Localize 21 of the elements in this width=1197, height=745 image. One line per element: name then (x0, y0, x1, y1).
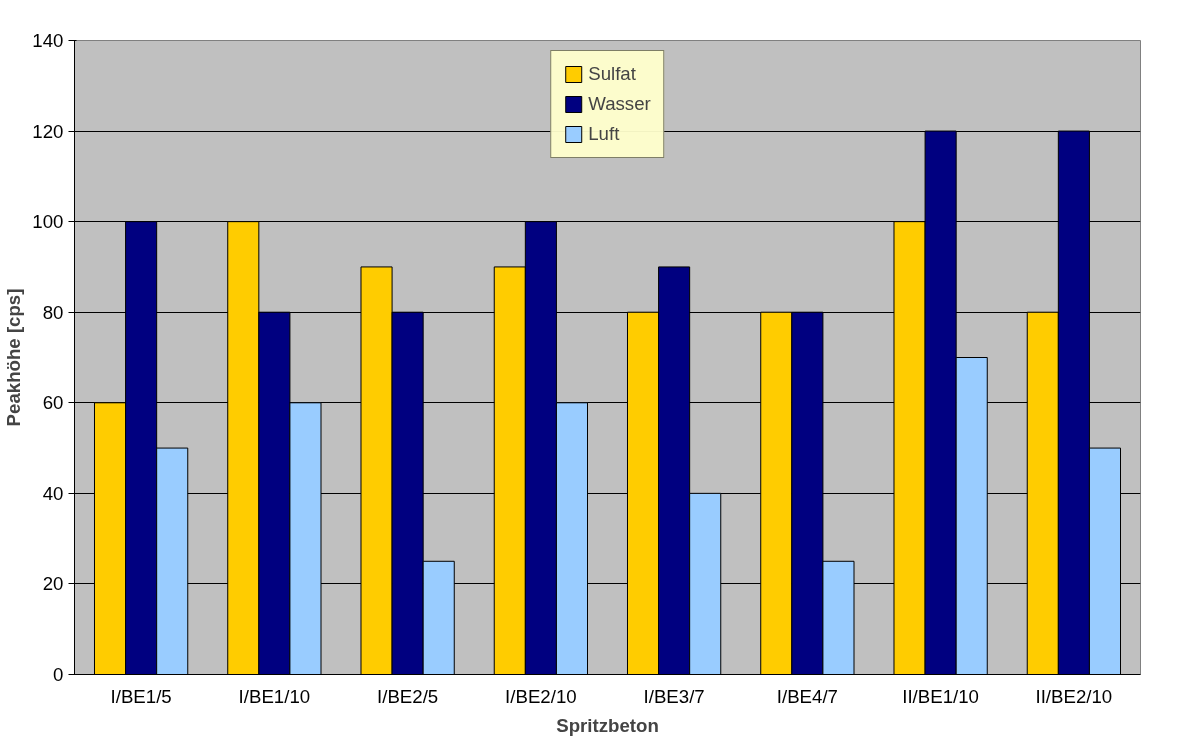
y-axis-title: Peakhöhe [cps] (3, 288, 25, 427)
x-tick-label: I/BE4/7 (776, 685, 838, 707)
legend-label: Luft (588, 123, 620, 145)
y-tick-label: 120 (32, 120, 64, 142)
legend-label: Sulfat (588, 63, 636, 85)
x-tick-label: II/BE1/10 (902, 685, 979, 707)
x-tick-label: I/BE2/10 (505, 685, 577, 707)
legend-label: Wasser (588, 93, 651, 115)
y-tick-label: 0 (53, 664, 64, 685)
y-tick-label: 100 (32, 211, 64, 233)
x-tick-label: I/BE1/10 (238, 685, 311, 707)
y-tick-label: 80 (42, 301, 64, 323)
y-tick-label: 60 (42, 392, 64, 414)
x-tick-label: I/BE1/5 (110, 685, 172, 707)
y-tick-label: 20 (42, 573, 64, 595)
x-tick-label: II/BE2/10 (1035, 685, 1113, 707)
x-tick-label: I/BE3/7 (643, 685, 705, 707)
x-tick-label: I/BE2/5 (377, 685, 439, 707)
x-axis-title: Spritzbeton (556, 714, 659, 736)
y-tick-label: 140 (32, 30, 64, 51)
y-tick-label: 40 (42, 482, 64, 504)
